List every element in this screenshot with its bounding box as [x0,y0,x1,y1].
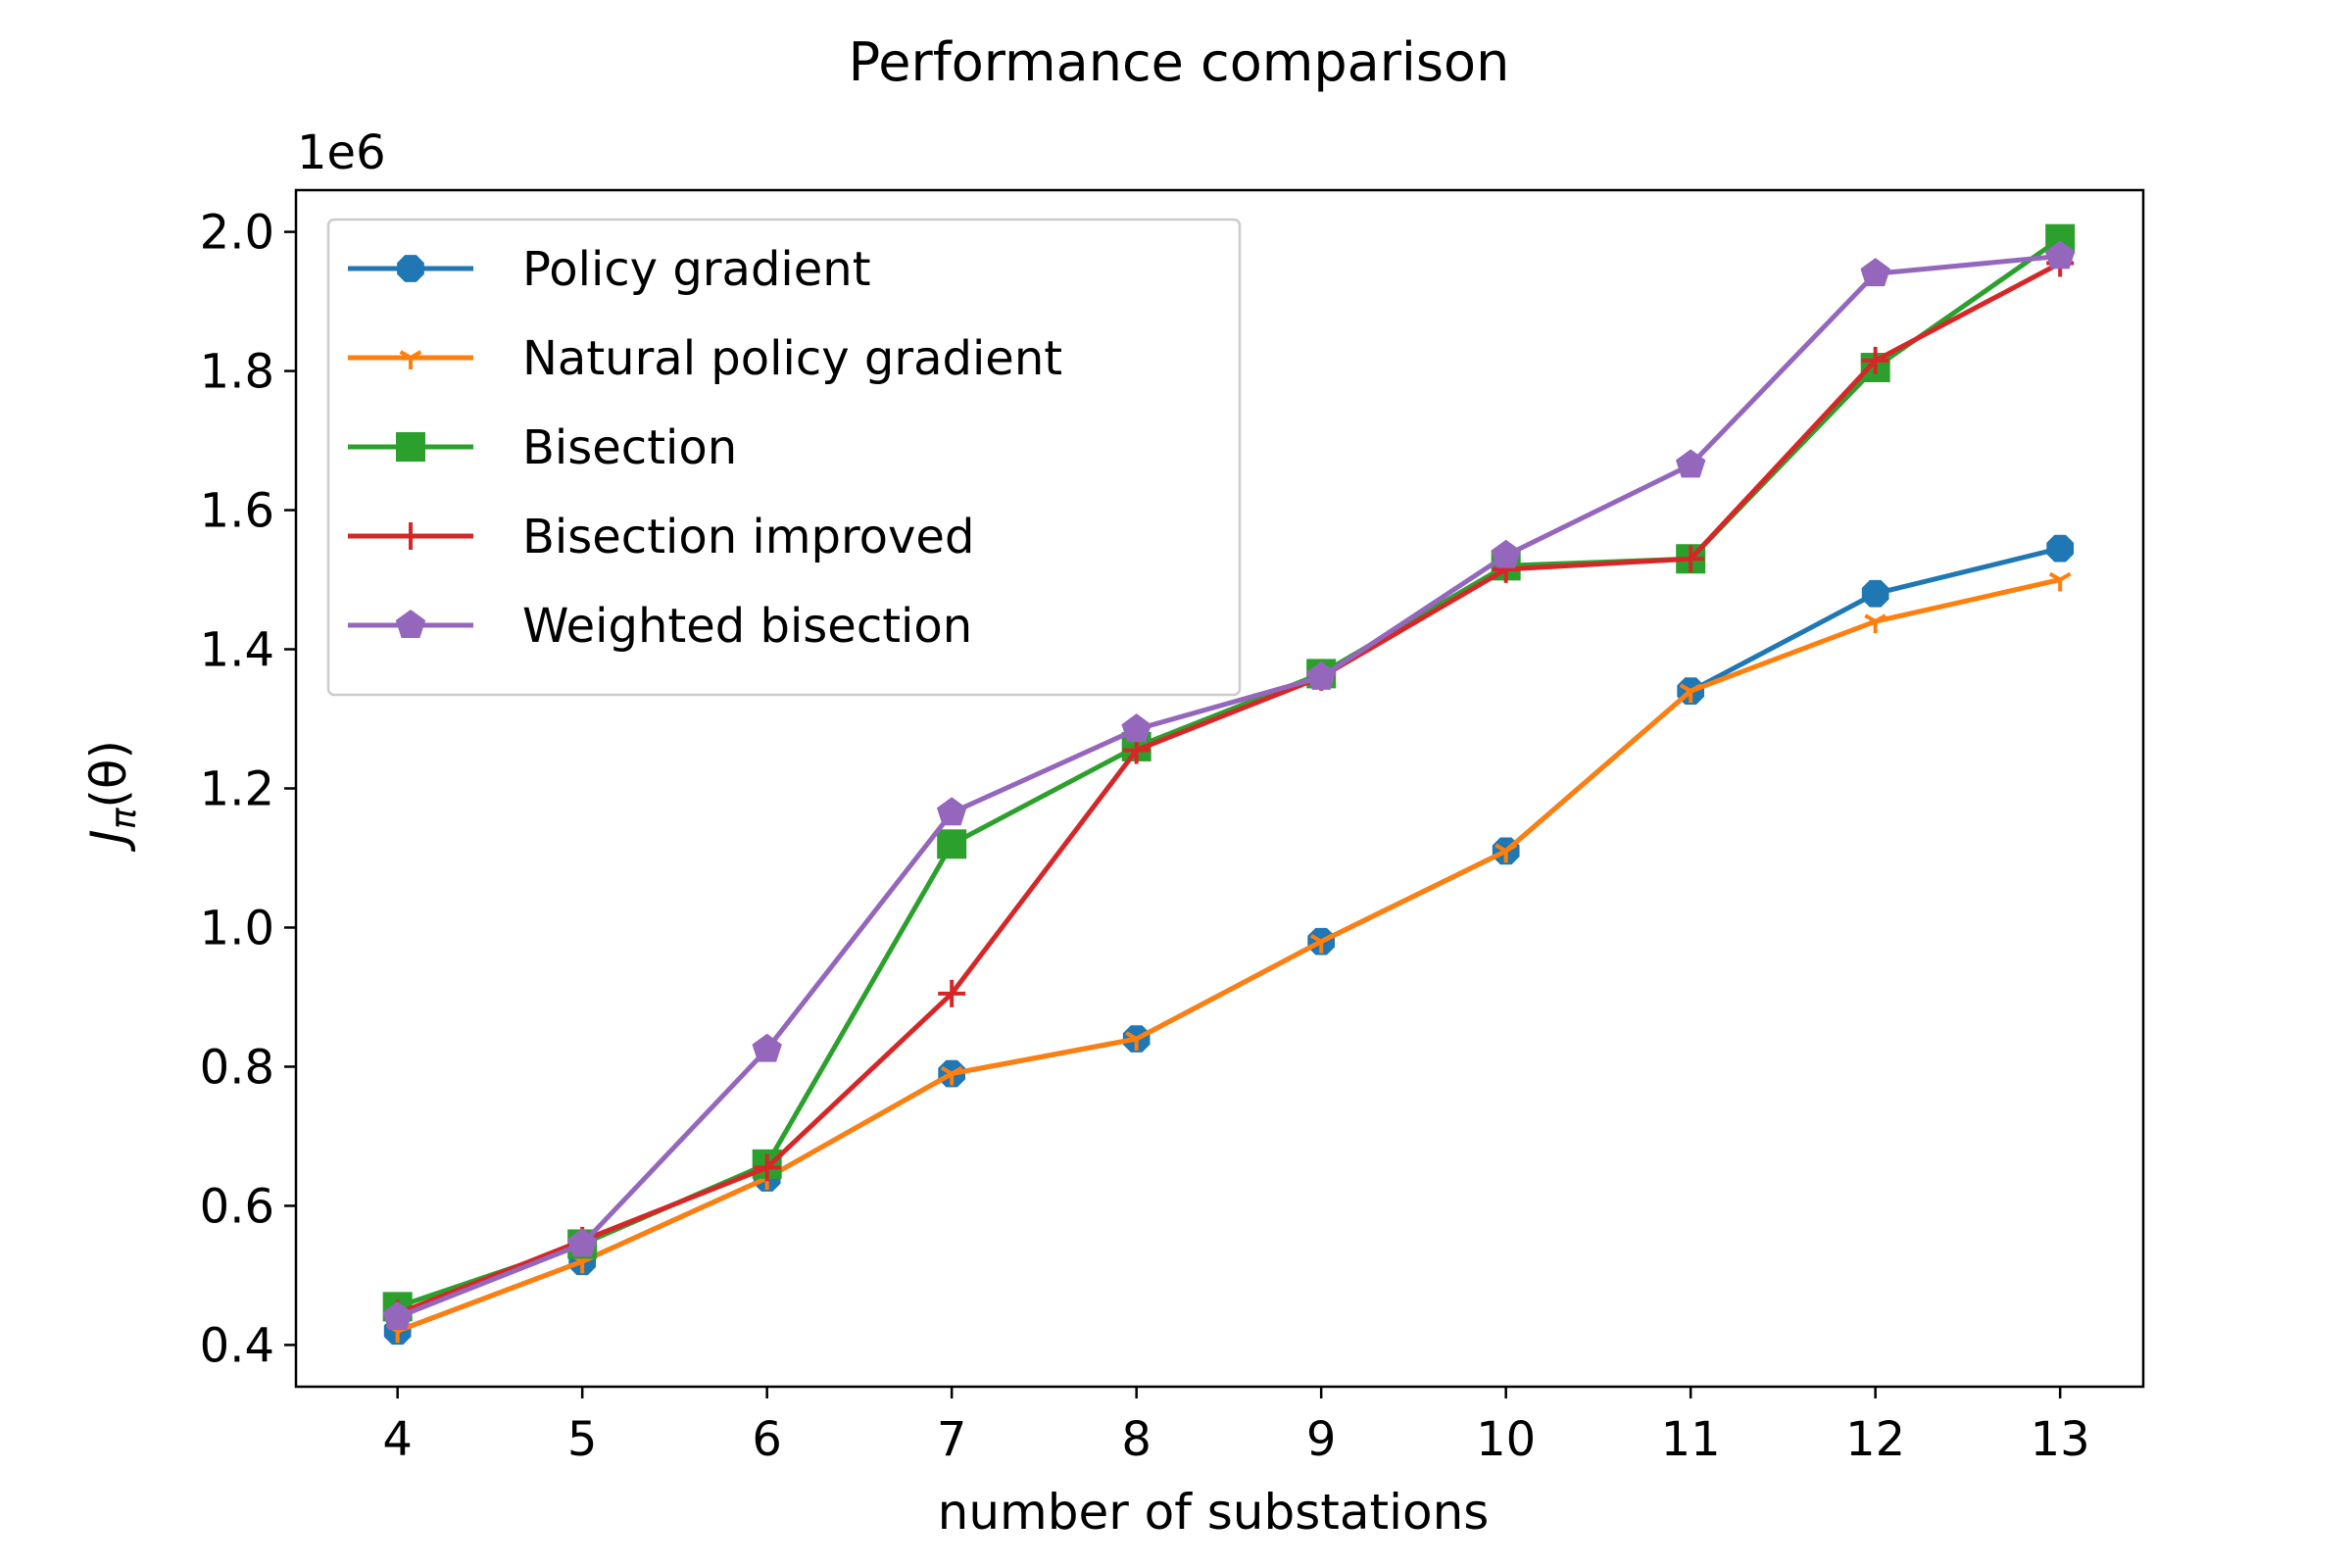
data-point [1864,613,1887,634]
data-point [1309,933,1333,954]
y-tick-label: 1.6 [200,484,274,539]
data-point [566,1228,598,1257]
series-line [396,261,2062,1316]
x-tick-label: 12 [1845,1412,1905,1467]
data-point [1675,449,1706,478]
series-line [396,577,2061,1334]
data-point [940,1065,963,1086]
legend-label: Bisection [522,420,737,475]
data-point [1121,713,1152,743]
data-point [1677,545,1705,573]
chart-title: Performance comparison [849,31,1510,93]
data-point [936,797,967,826]
y-offset-label: 1e6 [297,125,386,180]
legend-marker [397,522,424,550]
legend-box [326,218,1242,697]
legend-label: Bisection improved [522,510,974,564]
plot-area [382,223,2076,1346]
legend-label: Natural policy gradient [522,331,1062,386]
x-tick-label: 13 [2031,1412,2090,1467]
y-tick-label: 2.0 [200,206,274,261]
y-axis-label-subscript: π [104,807,144,829]
y-tick-label: 1.8 [200,345,274,400]
legend-item: Bisection improved [348,510,974,564]
x-tick-label: 5 [567,1412,598,1467]
data-point [1305,661,1337,690]
x-tick-label: 11 [1661,1412,1721,1467]
legend-marker [395,610,426,638]
x-tick-label: 6 [752,1412,782,1467]
legend-item: Natural policy gradient [348,331,1062,386]
data-point [1861,579,1889,608]
legend-item: Weighted bisection [348,599,972,654]
legend: Policy gradient Natural policy gradient Bi… [326,218,1242,697]
legend-item: Policy gradient [348,242,871,297]
legend-item: Bisection [348,420,737,475]
series-4 [382,240,2076,1330]
data-point [1860,258,1890,287]
x-tick-label: 7 [937,1412,967,1467]
data-point [1679,683,1702,704]
data-point [1491,539,1521,568]
x-tick-label: 4 [382,1412,413,1467]
data-point [2046,534,2075,563]
data-point [382,1301,413,1330]
data-point [1861,346,1889,374]
legend-marker [397,255,424,282]
data-point [938,979,966,1007]
y-tick-label: 1.2 [200,762,274,817]
legend-label: Policy gradient [522,242,871,297]
series-line [396,253,2061,1320]
legend-marker [399,350,422,369]
legend-label: Weighted bisection [522,599,972,654]
y-axis-label-argument: (θ) [80,740,137,808]
x-axis-label: number of substations [938,1484,1490,1541]
y-tick-label: 0.8 [200,1040,274,1095]
data-point [752,1033,782,1062]
y-axis-label-main: J [80,829,137,853]
data-point [2044,240,2076,270]
x-tick-label: 9 [1306,1412,1337,1467]
data-point [1125,1031,1149,1052]
y-tick-label: 1.0 [200,901,274,956]
axes-ticks: 4 5 6 7 8 9 10 11 12 13 0.4 0.6 0.8 1.0 1.2 1.4 1.6 1.8 2.… [200,188,2145,1467]
data-point [1494,843,1518,863]
x-tick-label: 10 [1476,1412,1536,1467]
data-point [753,1153,781,1182]
y-axis-label: Jπ(θ) [80,740,144,853]
data-point [937,829,967,859]
legend-marker [396,432,425,462]
y-tick-label: 0.4 [200,1318,274,1373]
y-tick-label: 0.6 [200,1179,274,1234]
x-tick-label: 8 [1121,1412,1152,1467]
y-tick-label: 1.4 [200,623,274,678]
data-point [2048,571,2072,592]
